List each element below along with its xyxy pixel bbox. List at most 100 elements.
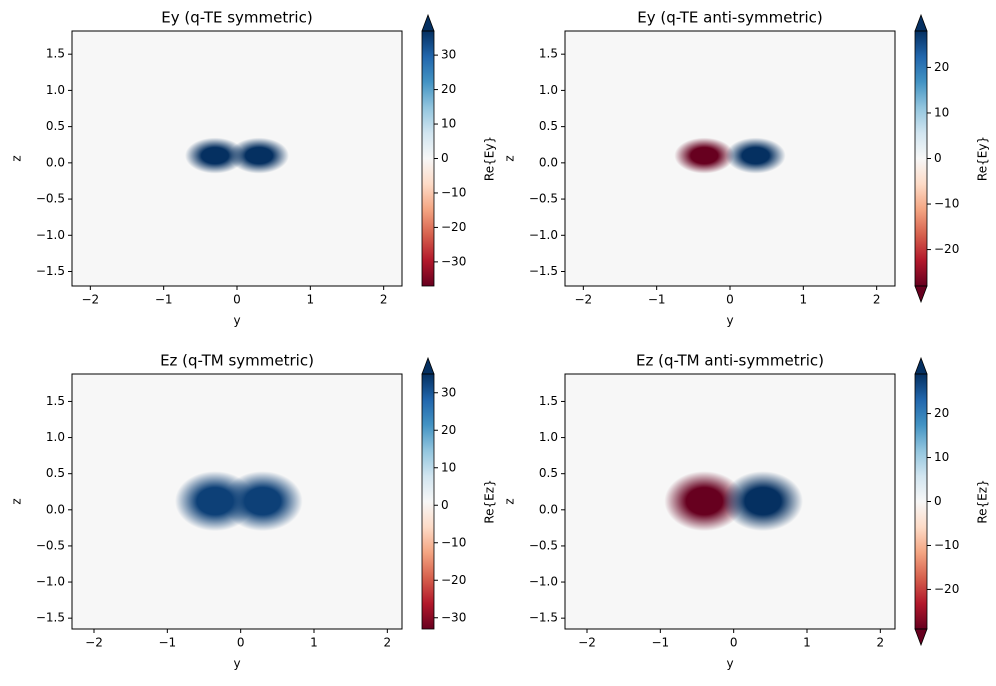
field-lobe [229, 137, 289, 174]
x-axis-label: y [233, 314, 240, 328]
y-axis-label: z [10, 498, 24, 504]
x-tick-label: 1 [307, 293, 315, 307]
y-tick-label: 0.5 [46, 119, 65, 133]
y-tick-label: 0.0 [46, 502, 65, 516]
colorbar-tick-label: 30 [441, 385, 456, 399]
colorbar-frame [421, 373, 435, 630]
axes-frame [71, 373, 403, 630]
y-tick-label: 0.0 [539, 155, 558, 169]
x-tick-label: −1 [158, 636, 176, 650]
field [175, 471, 303, 532]
y-tick-label: 1.0 [46, 430, 65, 444]
colorbar-tick-label: −30 [441, 610, 466, 624]
colorbar-label: Re{Ey} [483, 136, 497, 181]
colorbar-tick-label: 20 [934, 406, 949, 420]
colorbar-tick-label: −20 [441, 220, 466, 234]
y-tick-label: 0.0 [539, 502, 558, 516]
colorbar-tick-label: −30 [441, 254, 466, 268]
field [674, 137, 786, 174]
y-axis-label: z [503, 155, 517, 161]
colorbar-tick-label: 10 [441, 117, 456, 131]
x-tick-label: −1 [648, 293, 666, 307]
colorbar-tick-label: 0 [441, 151, 449, 165]
x-tick-label: −2 [85, 636, 103, 650]
colorbar-label: Re{Ez} [976, 479, 990, 523]
x-tick-label: 1 [800, 293, 808, 307]
field-lobe [725, 137, 786, 174]
colorbar-tick-label: −20 [934, 242, 959, 256]
y-tick-label: 0.5 [539, 466, 558, 480]
colorbar-tick-label: 20 [441, 423, 456, 437]
x-axis-label: y [233, 657, 240, 671]
y-tick-label: −1.0 [36, 575, 65, 589]
chart-title: Ez (q-TM anti-symmetric) [636, 352, 824, 370]
y-tick-label: 1.0 [539, 83, 558, 97]
x-tick-label: 0 [730, 636, 738, 650]
x-tick-label: −2 [578, 636, 596, 650]
field-lobe [723, 471, 803, 532]
y-tick-label: −1.5 [36, 611, 65, 625]
y-tick-label: −1.0 [36, 228, 65, 242]
colorbar-label: Re{Ey} [976, 136, 990, 181]
colorbar-tick-label: 10 [934, 450, 949, 464]
colorbar-tick-label: −20 [441, 573, 466, 587]
x-tick-label: 0 [233, 293, 241, 307]
field [664, 471, 803, 532]
colorbar [915, 374, 927, 629]
x-tick-label: −2 [574, 293, 592, 307]
x-tick-label: −1 [155, 293, 173, 307]
axes-frame [564, 373, 896, 630]
colorbar-tick-label: −10 [934, 197, 959, 211]
chart-title: Ey (q-TE symmetric) [161, 9, 312, 27]
field-lobe [185, 137, 245, 174]
x-tick-label: 0 [237, 636, 245, 650]
colorbar-tick-label: 10 [934, 105, 949, 119]
y-tick-label: −0.5 [36, 192, 65, 206]
x-tick-label: 2 [873, 293, 881, 307]
y-tick-label: 0.0 [46, 155, 65, 169]
colorbar-extend-max [421, 13, 435, 32]
colorbar [915, 31, 927, 286]
y-axis-label: z [503, 498, 517, 504]
x-tick-label: −1 [651, 636, 669, 650]
colorbar-tick-label: −10 [934, 538, 959, 552]
y-tick-label: 1.5 [46, 394, 65, 408]
x-tick-label: 2 [384, 636, 392, 650]
colorbar-tick-label: −10 [441, 535, 466, 549]
y-tick-label: −1.5 [529, 264, 558, 278]
colorbar [422, 374, 434, 629]
y-axis-label: z [10, 155, 24, 161]
y-tick-label: 1.0 [46, 83, 65, 97]
x-tick-label: 0 [726, 293, 734, 307]
colorbar-extend-max [421, 356, 435, 375]
colorbar [422, 31, 434, 286]
field-lobe [664, 471, 745, 532]
y-tick-label: 1.5 [539, 47, 558, 61]
chart-title: Ez (q-TM symmetric) [160, 352, 314, 370]
x-axis-label: y [726, 657, 733, 671]
y-tick-label: −0.5 [529, 538, 558, 552]
x-axis-label: y [726, 314, 733, 328]
y-tick-label: −1.0 [529, 228, 558, 242]
colorbar-tick-label: −10 [441, 185, 466, 199]
x-tick-label: 1 [310, 636, 318, 650]
colorbar-tick-label: 0 [934, 151, 942, 165]
y-tick-label: −1.5 [529, 611, 558, 625]
colorbar-tick-label: 0 [934, 494, 942, 508]
y-tick-label: −0.5 [529, 192, 558, 206]
colorbar-tick-label: 20 [934, 60, 949, 74]
field-lobe [674, 137, 735, 174]
y-tick-label: 0.5 [46, 466, 65, 480]
colorbar-extend-max [914, 13, 928, 32]
colorbar-tick-label: −20 [934, 582, 959, 596]
y-tick-label: 1.0 [539, 430, 558, 444]
x-tick-label: 2 [877, 636, 885, 650]
colorbar-label: Re{Ez} [483, 479, 497, 523]
colorbar-extend-max [914, 356, 928, 375]
field-lobe [222, 471, 303, 532]
colorbar-tick-label: 20 [441, 82, 456, 96]
x-tick-label: 2 [380, 293, 388, 307]
colorbar-tick-label: 10 [441, 460, 456, 474]
y-tick-label: −1.0 [529, 575, 558, 589]
